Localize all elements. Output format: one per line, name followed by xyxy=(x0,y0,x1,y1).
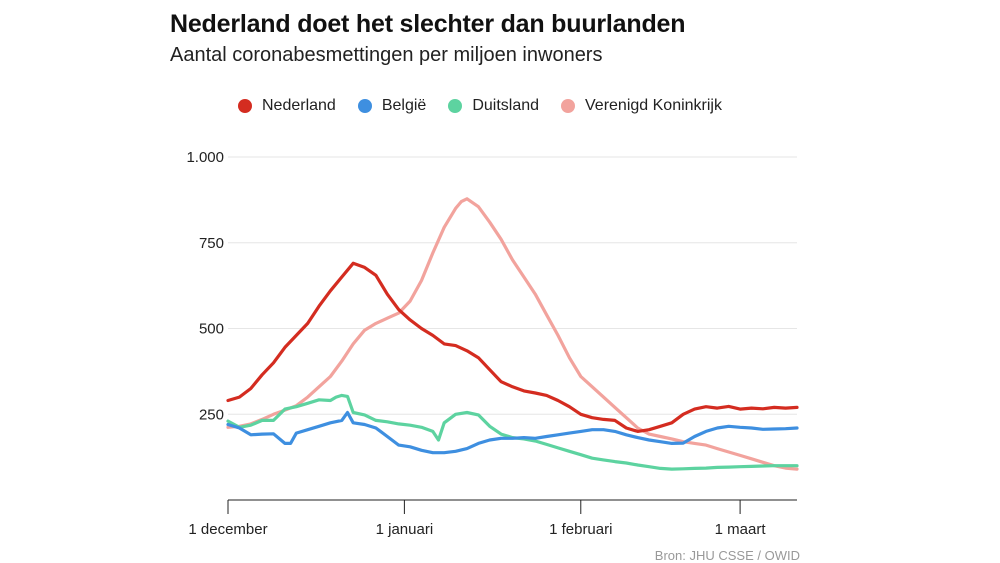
legend-label-belgie: België xyxy=(381,97,427,114)
source-note: Bron: JHU CSSE / OWID xyxy=(654,548,800,563)
legend-label-verenigd-koninkrijk: Verenigd Koninkrijk xyxy=(585,97,722,114)
legend-swatch-nederland xyxy=(238,99,252,113)
legend-item-verenigd-koninkrijk: Verenigd Koninkrijk xyxy=(561,97,722,115)
chart-legend: Nederland België Duitsland Verenigd Koni… xyxy=(238,97,722,115)
series-line-belgi- xyxy=(226,410,799,455)
y-tick-label-500: 500 xyxy=(199,321,224,338)
series-line-nederland xyxy=(226,261,799,433)
series-line-duitsland xyxy=(226,393,799,471)
legend-item-nederland: Nederland xyxy=(238,97,336,115)
legend-item-duitsland: Duitsland xyxy=(448,97,539,115)
y-tick-label-250: 250 xyxy=(199,406,224,423)
legend-swatch-duitsland xyxy=(448,99,463,113)
chart-title: Nederland doet het slechter dan buurland… xyxy=(170,10,686,38)
legend-label-nederland: Nederland xyxy=(262,97,336,114)
x-tick-label-0: 1 december xyxy=(188,521,267,538)
x-tick-label-1: 1 januari xyxy=(376,521,434,538)
y-tick-label-750: 750 xyxy=(199,235,224,252)
series-line-verenigd-koninkrijk xyxy=(226,197,799,471)
legend-label-duitsland: Duitsland xyxy=(472,97,540,114)
legend-swatch-verenigd-koninkrijk xyxy=(561,99,576,113)
x-tick-label-2: 1 februari xyxy=(549,521,612,538)
chart-subtitle: Aantal coronabesmettingen per miljoen in… xyxy=(170,44,603,66)
legend-swatch-belgie xyxy=(357,99,372,113)
legend-item-belgie: België xyxy=(357,97,427,115)
x-tick-label-3: 1 maart xyxy=(715,521,767,538)
y-tick-label-1000: 1.000 xyxy=(186,149,224,166)
